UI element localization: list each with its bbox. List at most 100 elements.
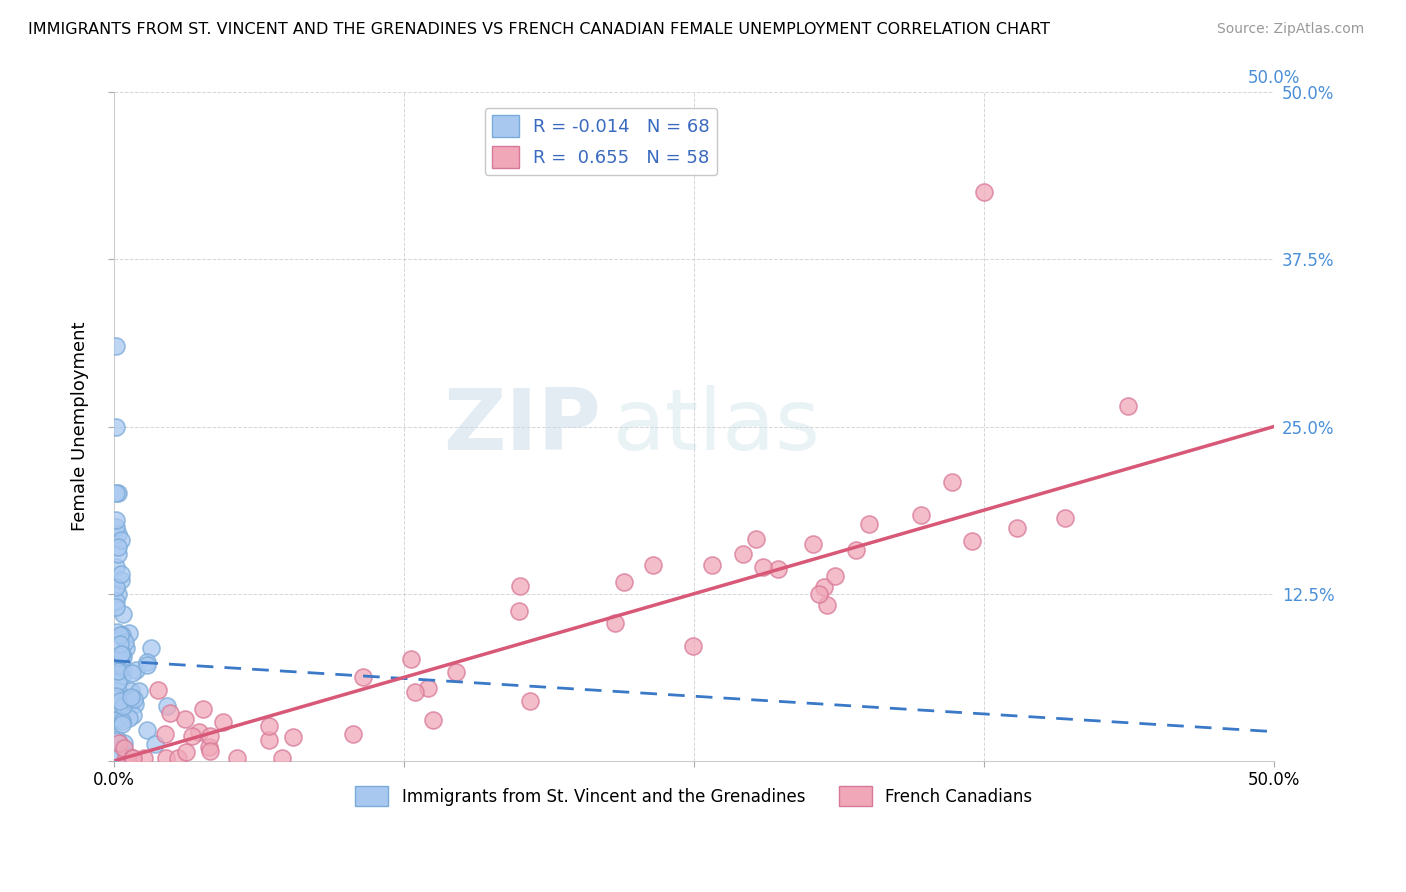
Point	[1118, 399, 1140, 413]
Point	[111, 607, 134, 621]
Point	[283, 730, 305, 744]
Point	[135, 658, 157, 673]
Point	[107, 674, 129, 689]
Point	[174, 712, 197, 726]
Point	[813, 581, 835, 595]
Point	[960, 533, 983, 548]
Point	[110, 648, 132, 662]
Point	[682, 639, 704, 653]
Point	[752, 560, 775, 574]
Point	[845, 543, 868, 558]
Point	[226, 751, 249, 765]
Point	[146, 682, 169, 697]
Point	[270, 751, 292, 765]
Point	[104, 560, 127, 574]
Point	[107, 547, 129, 561]
Point	[132, 751, 155, 765]
Y-axis label: Female Unemployment: Female Unemployment	[72, 322, 89, 532]
Point	[352, 670, 374, 684]
Point	[731, 547, 754, 561]
Point	[111, 698, 134, 713]
Point	[107, 649, 129, 664]
Point	[108, 637, 131, 651]
Text: IMMIGRANTS FROM ST. VINCENT AND THE GRENADINES VS FRENCH CANADIAN FEMALE UNEMPLO: IMMIGRANTS FROM ST. VINCENT AND THE GREN…	[28, 22, 1050, 37]
Point	[111, 717, 134, 731]
Point	[108, 648, 131, 662]
Text: ZIP: ZIP	[443, 385, 600, 468]
Point	[124, 697, 146, 711]
Point	[188, 725, 211, 739]
Point	[111, 627, 134, 641]
Point	[104, 513, 127, 527]
Point	[104, 520, 127, 534]
Point	[104, 419, 127, 434]
Point	[519, 694, 541, 708]
Point	[112, 661, 135, 675]
Point	[103, 659, 125, 673]
Point	[107, 486, 129, 500]
Point	[257, 733, 280, 747]
Point	[212, 715, 235, 730]
Point	[104, 600, 127, 615]
Point	[156, 698, 179, 713]
Point	[824, 569, 846, 583]
Point	[605, 615, 627, 630]
Point	[104, 593, 127, 607]
Text: atlas: atlas	[613, 385, 821, 468]
Point	[159, 706, 181, 720]
Point	[104, 698, 127, 712]
Point	[110, 669, 132, 683]
Point	[112, 754, 135, 768]
Point	[105, 731, 128, 746]
Point	[136, 723, 159, 737]
Legend: Immigrants from St. Vincent and the Grenadines, French Canadians: Immigrants from St. Vincent and the Gren…	[349, 780, 1039, 813]
Point	[858, 516, 880, 531]
Point	[941, 475, 963, 489]
Point	[104, 580, 127, 594]
Point	[399, 651, 422, 665]
Point	[111, 650, 134, 665]
Point	[700, 558, 723, 573]
Point	[197, 739, 219, 754]
Point	[815, 599, 838, 613]
Point	[105, 734, 128, 748]
Point	[107, 664, 129, 678]
Point	[108, 736, 131, 750]
Point	[108, 694, 131, 708]
Point	[110, 566, 132, 581]
Point	[801, 536, 824, 550]
Point	[115, 641, 138, 656]
Point	[155, 751, 177, 765]
Point	[257, 719, 280, 733]
Point	[103, 713, 125, 727]
Point	[105, 713, 128, 727]
Point	[110, 747, 132, 761]
Point	[200, 743, 222, 757]
Point	[105, 624, 128, 639]
Point	[120, 690, 142, 705]
Point	[180, 729, 202, 743]
Point	[745, 533, 768, 547]
Point	[121, 751, 143, 765]
Point	[444, 665, 467, 679]
Point	[107, 684, 129, 698]
Point	[342, 726, 364, 740]
Point	[973, 186, 995, 200]
Point	[122, 751, 145, 765]
Point	[115, 751, 138, 765]
Point	[110, 574, 132, 588]
Point	[118, 711, 141, 725]
Point	[422, 714, 444, 728]
Point	[107, 526, 129, 541]
Point	[136, 655, 159, 669]
Point	[910, 508, 932, 522]
Point	[118, 626, 141, 640]
Point	[110, 533, 132, 548]
Point	[198, 729, 221, 743]
Point	[107, 540, 129, 554]
Point	[111, 647, 134, 661]
Point	[128, 684, 150, 698]
Point	[104, 339, 127, 353]
Point	[191, 702, 214, 716]
Point	[174, 745, 197, 759]
